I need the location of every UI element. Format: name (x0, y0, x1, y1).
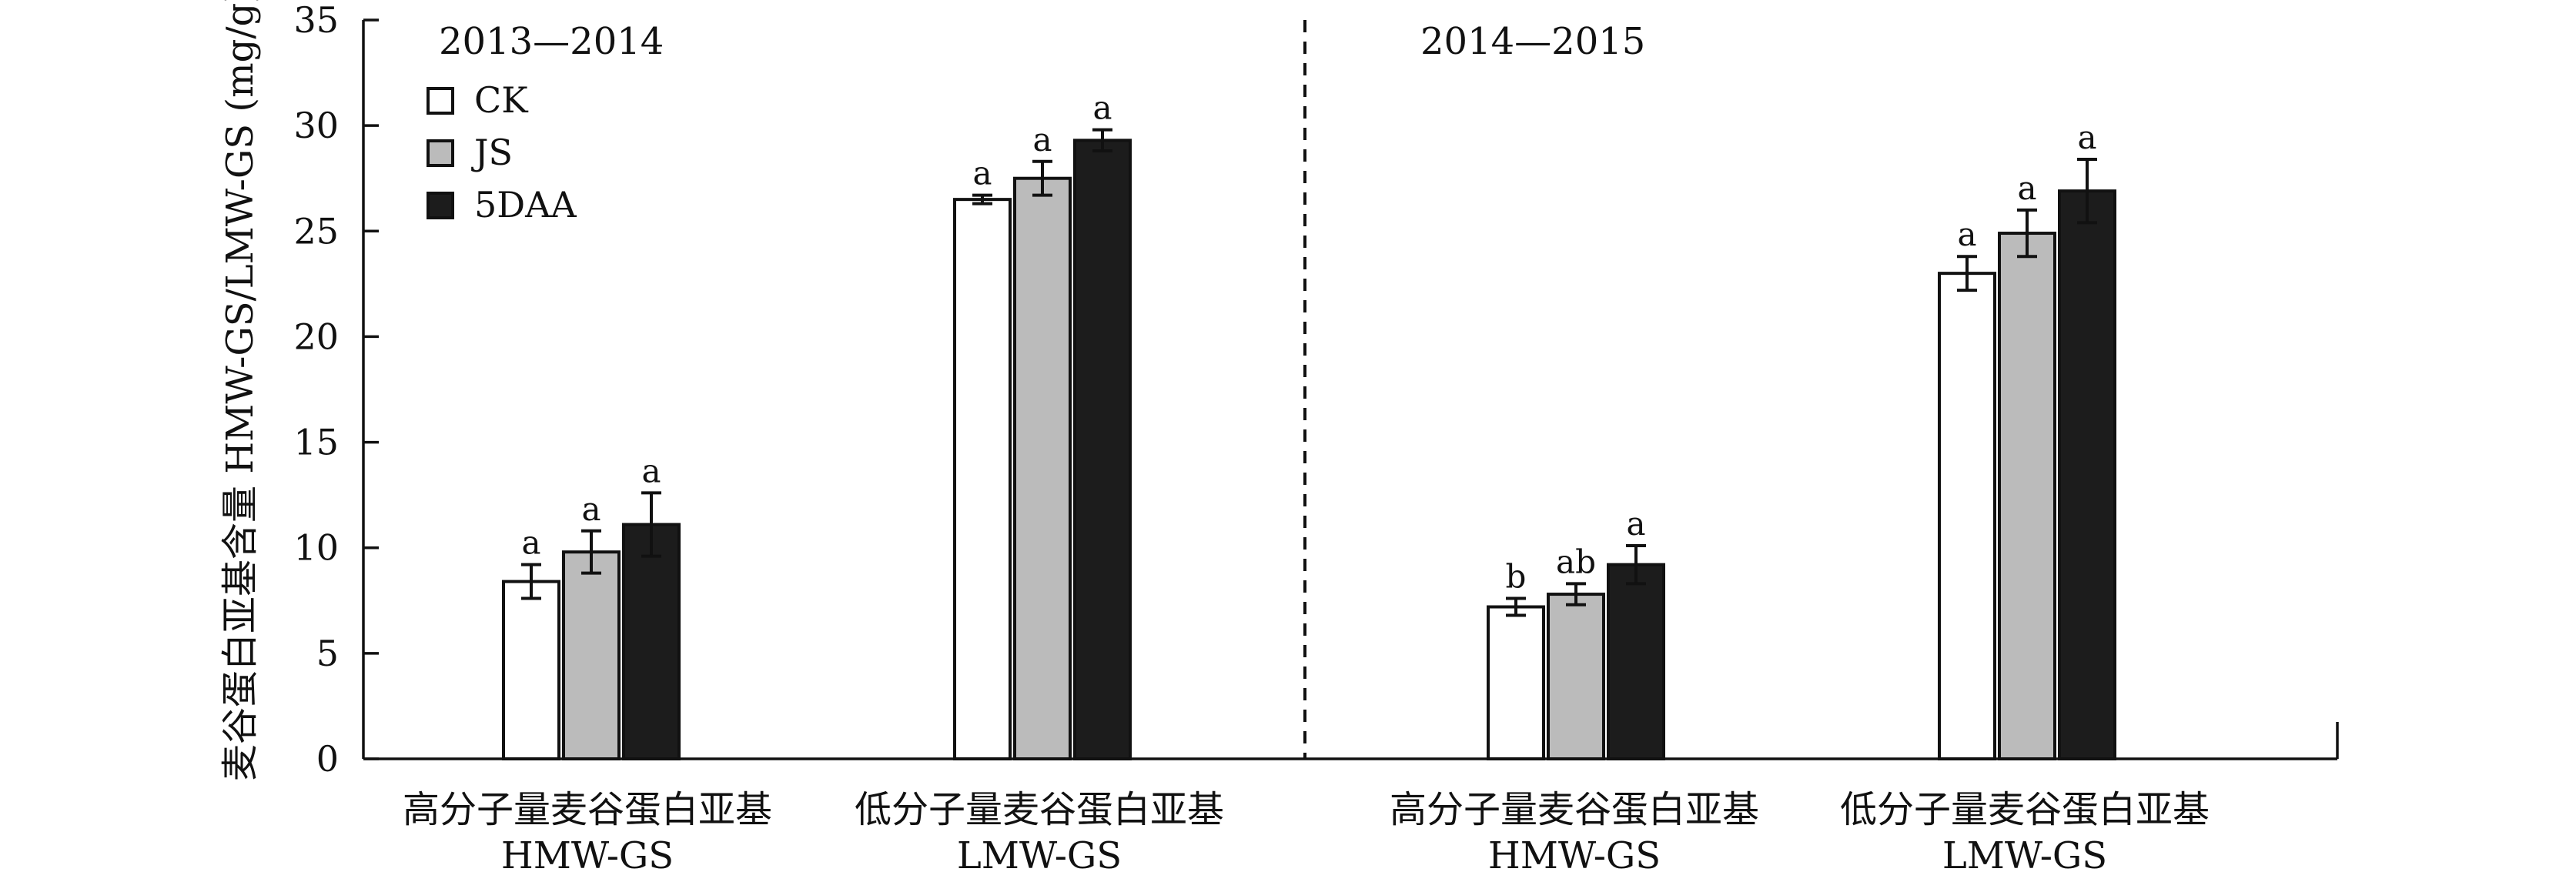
category-label-cn: 高分子量麦谷蛋白亚基 (403, 788, 772, 831)
period-label-2013-2014: 2013—2014 (439, 20, 664, 63)
y-axis-ticks: 0 5 10 15 20 25 30 35 (293, 0, 379, 780)
y-tick-label: 20 (293, 316, 339, 357)
significance-label: a (972, 155, 992, 192)
significance-label: a (1092, 89, 1112, 127)
legend: CK JS 5DAA (427, 79, 577, 226)
y-axis-title: 麦谷蛋白亚基含量 HMW-GS/LMW-GS (mg/g) (219, 0, 262, 781)
y-tick-label: 10 (293, 527, 339, 569)
significance-label: a (521, 524, 540, 562)
significance-label: a (1626, 505, 1645, 543)
legend-label-5daa: 5DAA (474, 184, 577, 226)
category-labels: 高分子量麦谷蛋白亚基 HMW-GS 低分子量麦谷蛋白亚基 LMW-GS 高分子量… (403, 788, 2210, 877)
bar-ck (502, 580, 560, 760)
y-tick-label: 35 (293, 0, 339, 41)
significance-label: a (641, 452, 661, 489)
category-label-en: HMW-GS (501, 834, 674, 877)
bar-js (1547, 593, 1605, 760)
y-tick-label: 15 (293, 422, 339, 463)
significance-label: a (1957, 215, 1976, 253)
legend-swatch-5daa (427, 192, 454, 219)
significance-label: ab (1556, 543, 1596, 580)
bar-5daa (1607, 563, 1665, 761)
category-label-cn: 低分子量麦谷蛋白亚基 (855, 788, 1224, 831)
significance-label: a (2017, 169, 2036, 207)
bar-js (1013, 176, 1072, 760)
y-tick-label: 25 (293, 210, 339, 252)
legend-swatch-js (427, 139, 454, 167)
bar-ck (953, 198, 1012, 760)
legend-swatch-ck (427, 87, 454, 115)
bar-ck (1938, 272, 1996, 760)
bar-5daa (2058, 189, 2116, 760)
category-label-cn: 高分子量麦谷蛋白亚基 (1390, 788, 1759, 831)
category-label-en: LMW-GS (957, 834, 1122, 877)
significance-label: a (2077, 119, 2096, 156)
period-label-2014-2015: 2014—2015 (1420, 20, 1645, 63)
bar-5daa (622, 523, 681, 760)
legend-label-ck: CK (474, 79, 529, 121)
significance-label: b (1506, 558, 1527, 596)
y-tick-label: 0 (316, 738, 339, 780)
y-tick-label: 30 (293, 105, 339, 146)
significance-label: a (1032, 121, 1052, 159)
bar-ck (1487, 605, 1545, 760)
y-tick-label: 5 (316, 633, 339, 674)
bar-5daa (1073, 139, 1132, 761)
legend-label-js: JS (471, 132, 513, 173)
significance-label: a (581, 490, 601, 528)
bar-js (1998, 232, 2056, 760)
category-label-cn: 低分子量麦谷蛋白亚基 (1840, 788, 2210, 831)
category-label-en: HMW-GS (1488, 834, 1661, 877)
category-label-en: LMW-GS (1942, 834, 2107, 877)
bar-js (562, 550, 621, 760)
